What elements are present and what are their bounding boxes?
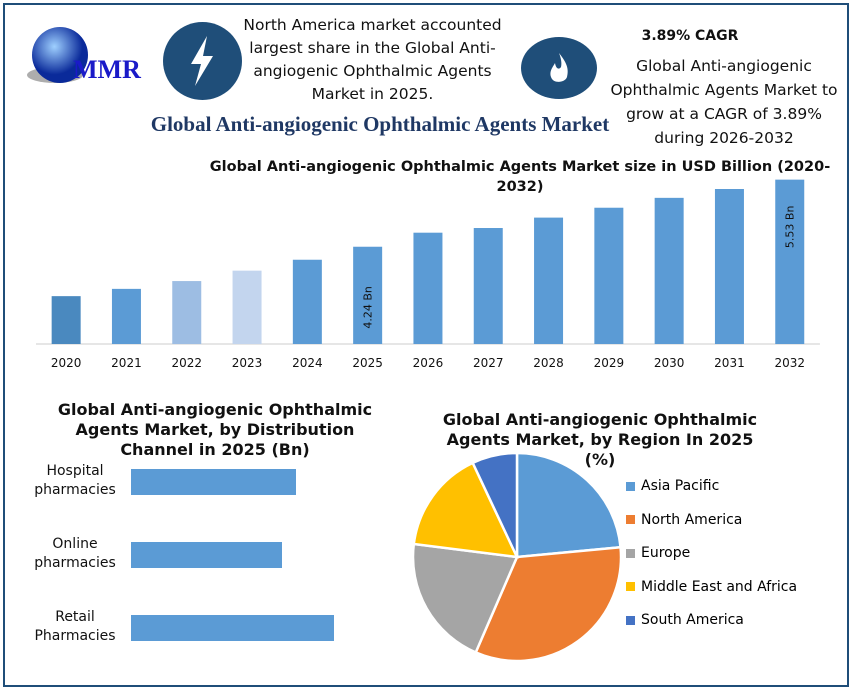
- legend-swatch: [626, 515, 635, 524]
- bar-2024: [292, 259, 322, 344]
- legend-item: Europe: [626, 545, 690, 561]
- channel-bar-chart: [131, 469, 334, 641]
- x-tick-label: 2032: [774, 356, 805, 370]
- fact-north-america: North America market accounted largest s…: [243, 16, 502, 103]
- data-label: 5.53 Bn: [784, 206, 797, 249]
- bar-2030: [654, 197, 684, 344]
- lightning-icon: [163, 22, 242, 100]
- bar-2025: [353, 246, 383, 344]
- mmr-logo: MMR: [27, 27, 141, 84]
- legend-label: North America: [641, 511, 743, 528]
- slice-asia-pacific: [515, 451, 622, 559]
- slice-north-america: [474, 545, 623, 663]
- globe-icon: [32, 27, 88, 83]
- cagr-title: 3.89% CAGR: [641, 28, 739, 44]
- legend-swatch: [626, 481, 635, 491]
- market-size-bar-chart: 2020 2021 2022 2023 2024 2025 4.24 Bn 2026 2027 2…: [36, 179, 820, 370]
- legend-label: Asia Pacific: [641, 478, 720, 494]
- frame-border: [3, 3, 849, 687]
- x-tick-label: 2025: [352, 356, 383, 370]
- legend-item: Asia Pacific: [626, 478, 719, 494]
- legend-swatch: [626, 582, 635, 591]
- bar-2021: [111, 288, 141, 344]
- bar-2022: [172, 281, 202, 344]
- category-label: Hospital pharmacies: [34, 463, 116, 498]
- legend-label: South America: [641, 612, 744, 628]
- logo-text: MMR: [73, 55, 141, 84]
- bar-2020: [51, 296, 81, 344]
- x-tick-label: 2031: [714, 356, 745, 370]
- bar-chart-title: Global Anti-angiogenic Ophthalmic Agents…: [209, 159, 831, 195]
- legend-item: North America: [626, 512, 742, 528]
- bar-2023: [232, 270, 262, 344]
- bar-2027: [473, 228, 503, 344]
- x-tick-label: 2020: [51, 356, 82, 370]
- channel-chart-title: Global Anti-angiogenic Ophthalmic Agents…: [57, 400, 373, 459]
- category-label: Retail Pharmacies: [34, 609, 116, 644]
- bar-2026: [413, 232, 443, 344]
- slice-middle-east-and-africa: [412, 461, 520, 559]
- bar-online-pharmacies: [131, 542, 282, 568]
- legend-label: Europe: [641, 545, 691, 561]
- flame-icon: [521, 37, 597, 99]
- main-title: Global Anti-angiogenic Ophthalmic Agents…: [150, 112, 610, 136]
- x-tick-label: 2028: [533, 356, 564, 370]
- x-tick-label: 2026: [413, 356, 444, 370]
- bar-hospital-pharmacies: [131, 469, 296, 495]
- slice-south-america: [471, 451, 519, 558]
- bar-retail-pharmacies: [131, 615, 334, 641]
- legend-swatch: [626, 615, 635, 625]
- slice-europe: [411, 542, 519, 655]
- x-tick-label: 2021: [111, 356, 142, 370]
- x-tick-label: 2029: [594, 356, 625, 370]
- bar-2032: [775, 179, 805, 344]
- legend-item: Middle East and Africa: [626, 579, 797, 595]
- x-tick-label: 2027: [473, 356, 504, 370]
- bar-2028: [534, 217, 564, 344]
- bar-2029: [594, 207, 624, 344]
- region-pie-chart: [411, 451, 623, 663]
- fact-cagr: Global Anti-angiogenic Ophthalmic Agents…: [610, 57, 838, 147]
- legend-swatch: [626, 548, 635, 558]
- category-label: Online pharmacies: [34, 536, 116, 571]
- x-tick-label: 2030: [654, 356, 685, 370]
- bar-2031: [714, 189, 744, 344]
- legend-item: South America: [626, 612, 744, 628]
- data-label: 4.24 Bn: [362, 286, 375, 329]
- x-tick-label: 2024: [292, 356, 323, 370]
- x-tick-label: 2022: [171, 356, 202, 370]
- region-chart-title: Global Anti-angiogenic Ophthalmic Agents…: [442, 410, 758, 469]
- legend-label: Middle East and Africa: [641, 578, 798, 595]
- x-tick-label: 2023: [232, 356, 263, 370]
